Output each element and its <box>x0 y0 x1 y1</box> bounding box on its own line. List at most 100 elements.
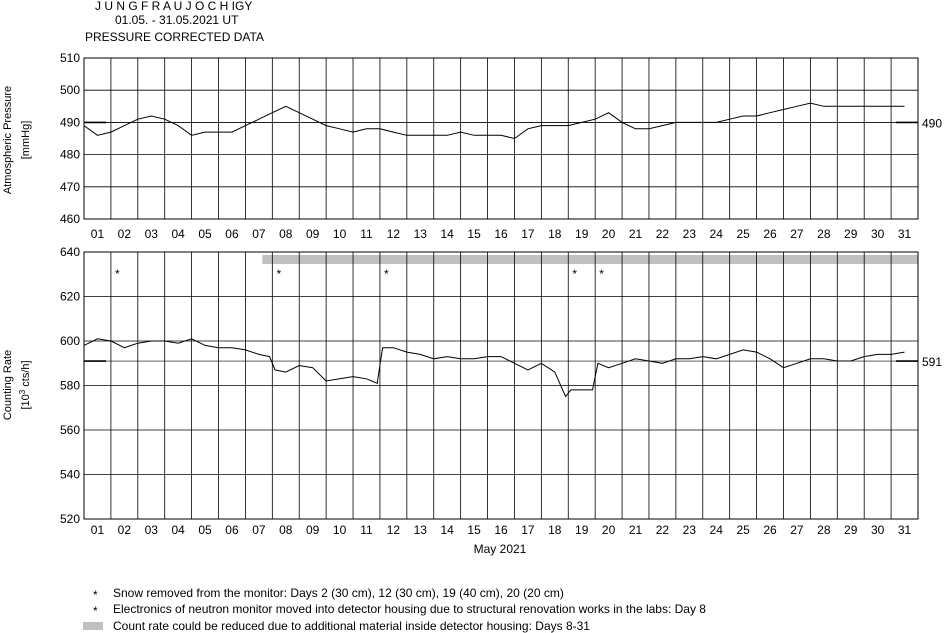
x-tick-label: 11 <box>360 523 373 537</box>
counting-unit-suffix: cts/h] <box>20 360 32 389</box>
x-tick-label: 13 <box>414 523 428 537</box>
x-tick-label: 09 <box>306 227 320 241</box>
pressure-reference-label: 490 <box>922 116 942 130</box>
snow-marker: * <box>572 267 577 281</box>
y-tick-label: 620 <box>60 290 80 304</box>
snow-marker: * <box>115 267 120 281</box>
legend-band-swatch <box>83 622 103 630</box>
x-tick-label: 14 <box>441 523 455 537</box>
y-tick-label: 500 <box>60 83 80 97</box>
x-tick-label: 20 <box>602 227 616 241</box>
x-tick-label: 15 <box>467 227 481 241</box>
station-title: J U N G F R A U J O C H IGY <box>95 0 252 13</box>
x-tick-label: 17 <box>521 523 535 537</box>
x-tick-label: 27 <box>790 523 804 537</box>
y-tick-label: 600 <box>60 334 80 348</box>
x-tick-label: 28 <box>817 523 831 537</box>
x-tick-label: 04 <box>171 523 185 537</box>
pressure-axis-unit: [mmHg] <box>20 121 32 160</box>
x-tick-label: 18 <box>548 227 562 241</box>
counting-plot-frame <box>83 251 919 520</box>
x-tick-label: 18 <box>548 523 562 537</box>
legend-snow-symbol: * <box>93 588 98 602</box>
x-tick-label: 08 <box>279 227 293 241</box>
x-tick-label: 11 <box>360 227 373 241</box>
x-tick-label: 26 <box>763 227 777 241</box>
legend-snow-text: Snow removed from the monitor: Days 2 (3… <box>113 586 564 600</box>
x-tick-label: 24 <box>710 523 724 537</box>
counting-series-line <box>83 338 905 398</box>
x-tick-label: 31 <box>898 523 912 537</box>
y-tick-label: 490 <box>60 115 80 129</box>
x-tick-label: 25 <box>736 523 750 537</box>
y-tick-label: 540 <box>60 468 80 482</box>
counting-unit-exponent: 3 <box>18 389 27 394</box>
x-tick-label: 22 <box>656 227 670 241</box>
x-tick-label: 09 <box>306 523 320 537</box>
x-tick-label: 21 <box>629 227 643 241</box>
pressure-series-line <box>83 102 905 140</box>
x-tick-label: 10 <box>333 227 347 241</box>
legend-band-text: Count rate could be reduced due to addit… <box>113 619 590 633</box>
x-tick-label: 08 <box>279 523 293 537</box>
y-tick-label: 510 <box>60 51 80 65</box>
x-tick-label: 06 <box>225 227 239 241</box>
x-tick-label: 23 <box>683 227 697 241</box>
x-tick-label: 27 <box>790 227 804 241</box>
data-subtitle: PRESSURE CORRECTED DATA <box>85 30 264 44</box>
x-tick-label: 15 <box>467 523 481 537</box>
x-tick-label: 31 <box>898 227 912 241</box>
x-tick-label: 30 <box>871 523 885 537</box>
legend-electronics-symbol: * <box>93 604 98 618</box>
counting-axis-title: Counting Rate <box>2 350 14 420</box>
x-tick-label: 04 <box>171 227 185 241</box>
x-tick-label: 03 <box>145 523 159 537</box>
y-tick-label: 560 <box>60 423 80 437</box>
x-tick-label: 05 <box>198 227 212 241</box>
x-tick-label: 22 <box>656 523 670 537</box>
x-tick-label: 12 <box>387 227 401 241</box>
x-tick-label: 20 <box>602 523 616 537</box>
legend: * Snow removed from the monitor: Days 2 … <box>83 586 706 633</box>
reduced-rate-band <box>262 255 918 264</box>
period-title: 01.05. - 31.05.2021 UT <box>115 13 239 27</box>
legend-electronics-text: Electronics of neutron monitor moved int… <box>113 602 706 616</box>
x-tick-label: 28 <box>817 227 831 241</box>
x-tick-label: 05 <box>198 523 212 537</box>
counting-axis-unit: [103 cts/h] <box>18 360 32 409</box>
x-tick-label: 10 <box>333 523 347 537</box>
x-tick-label: 29 <box>844 227 858 241</box>
x-tick-label: 25 <box>736 227 750 241</box>
x-tick-label: 19 <box>575 523 589 537</box>
y-tick-label: 480 <box>60 148 80 162</box>
x-tick-label: 07 <box>252 227 266 241</box>
x-tick-label: 19 <box>575 227 589 241</box>
x-tick-label: 12 <box>387 523 401 537</box>
x-tick-label: 17 <box>521 227 535 241</box>
x-tick-label: 26 <box>763 523 777 537</box>
counting-unit-prefix: [10 <box>20 394 32 409</box>
x-tick-label: 16 <box>494 227 508 241</box>
x-tick-label: 01 <box>91 523 105 537</box>
x-tick-label: 24 <box>710 227 724 241</box>
x-tick-label: 02 <box>118 227 132 241</box>
y-tick-label: 460 <box>60 212 80 226</box>
y-tick-label: 640 <box>60 245 80 259</box>
x-tick-label: 03 <box>145 227 159 241</box>
snow-marker: * <box>276 267 281 281</box>
x-tick-label: 21 <box>629 523 643 537</box>
x-tick-label: 07 <box>252 523 266 537</box>
x-tick-label: 23 <box>683 523 697 537</box>
x-tick-label: 16 <box>494 523 508 537</box>
x-tick-label: 30 <box>871 227 885 241</box>
pressure-axis-title: Atmospheric Pressure <box>2 86 14 194</box>
pressure-plot-frame <box>83 57 919 220</box>
pressure-panel: 510 500 490 480 470 460 01 02 03 04 05 06 07 08 09 10 1… <box>2 51 942 241</box>
y-tick-label: 520 <box>60 512 80 526</box>
x-tick-label: 29 <box>844 523 858 537</box>
snow-marker: * <box>599 267 604 281</box>
y-tick-label: 580 <box>60 379 80 393</box>
counting-rate-panel: 640 620 600 580 560 540 520 01 02 03 04 05 06 07 08 09… <box>2 245 942 556</box>
snow-marker: * <box>384 267 389 281</box>
